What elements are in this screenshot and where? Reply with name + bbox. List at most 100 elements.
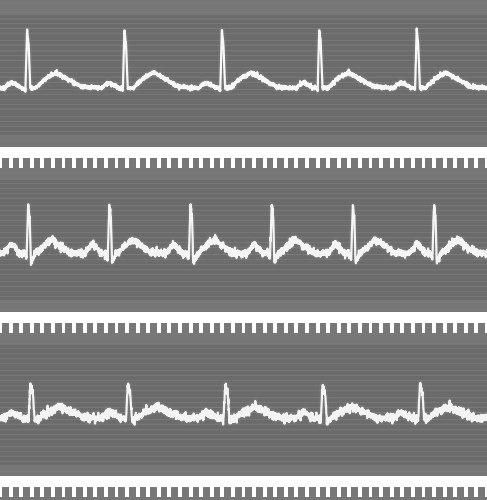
Bar bbox=[136, 158, 140, 168]
Bar bbox=[485, 486, 487, 496]
Bar bbox=[337, 323, 341, 333]
Bar bbox=[188, 323, 192, 333]
Bar bbox=[358, 158, 362, 168]
Bar bbox=[168, 323, 171, 333]
Bar bbox=[474, 486, 478, 496]
Bar bbox=[94, 158, 97, 168]
Bar bbox=[94, 486, 97, 496]
Bar bbox=[305, 323, 309, 333]
Bar bbox=[40, 323, 44, 333]
Bar bbox=[242, 486, 245, 496]
Bar bbox=[94, 323, 97, 333]
Bar bbox=[0, 147, 487, 158]
Bar bbox=[337, 486, 341, 496]
Bar bbox=[178, 486, 182, 496]
Bar bbox=[40, 158, 44, 168]
Bar bbox=[125, 158, 129, 168]
Bar bbox=[390, 158, 393, 168]
Bar bbox=[146, 486, 150, 496]
Bar bbox=[114, 323, 118, 333]
Bar bbox=[83, 486, 87, 496]
Bar bbox=[453, 323, 457, 333]
Bar bbox=[316, 486, 319, 496]
Bar bbox=[51, 158, 55, 168]
Bar bbox=[443, 323, 447, 333]
Bar bbox=[0, 323, 2, 333]
Bar bbox=[30, 486, 34, 496]
Bar bbox=[199, 158, 203, 168]
Bar bbox=[210, 486, 214, 496]
Bar bbox=[422, 486, 426, 496]
Bar bbox=[221, 158, 225, 168]
Bar bbox=[61, 158, 65, 168]
Bar bbox=[453, 486, 457, 496]
Bar bbox=[146, 158, 150, 168]
Bar bbox=[178, 158, 182, 168]
Bar bbox=[295, 158, 299, 168]
Bar bbox=[422, 158, 426, 168]
Bar bbox=[273, 323, 277, 333]
Bar bbox=[432, 486, 436, 496]
Bar bbox=[188, 486, 192, 496]
Bar bbox=[379, 323, 383, 333]
Bar bbox=[0, 476, 487, 486]
Bar bbox=[400, 323, 404, 333]
Bar bbox=[443, 158, 447, 168]
Bar bbox=[273, 158, 277, 168]
Bar bbox=[284, 158, 288, 168]
Bar bbox=[51, 486, 55, 496]
Bar bbox=[347, 486, 351, 496]
Bar bbox=[464, 158, 468, 168]
Bar bbox=[199, 323, 203, 333]
Bar bbox=[125, 486, 129, 496]
Bar bbox=[0, 312, 487, 323]
Bar bbox=[326, 158, 330, 168]
Bar bbox=[305, 158, 309, 168]
Bar bbox=[72, 158, 76, 168]
Bar bbox=[337, 158, 341, 168]
Bar bbox=[295, 486, 299, 496]
Bar bbox=[273, 486, 277, 496]
Bar bbox=[19, 323, 23, 333]
Bar bbox=[284, 486, 288, 496]
Bar bbox=[104, 486, 108, 496]
Bar bbox=[125, 323, 129, 333]
Bar bbox=[242, 158, 245, 168]
Bar bbox=[400, 486, 404, 496]
Bar bbox=[157, 323, 161, 333]
Bar bbox=[474, 323, 478, 333]
Bar bbox=[358, 486, 362, 496]
Bar bbox=[443, 486, 447, 496]
Bar bbox=[379, 486, 383, 496]
Bar bbox=[464, 323, 468, 333]
Bar bbox=[485, 323, 487, 333]
Bar bbox=[262, 323, 266, 333]
Bar bbox=[9, 486, 13, 496]
Bar bbox=[83, 158, 87, 168]
Bar bbox=[252, 158, 256, 168]
Bar bbox=[210, 158, 214, 168]
Bar bbox=[347, 158, 351, 168]
Bar bbox=[104, 323, 108, 333]
Bar bbox=[61, 323, 65, 333]
Bar bbox=[390, 486, 393, 496]
Bar bbox=[40, 486, 44, 496]
Bar bbox=[168, 158, 171, 168]
Bar bbox=[411, 486, 415, 496]
Bar bbox=[0, 158, 2, 168]
Bar bbox=[326, 486, 330, 496]
Bar bbox=[252, 486, 256, 496]
Bar bbox=[210, 323, 214, 333]
Bar bbox=[168, 486, 171, 496]
Bar bbox=[83, 323, 87, 333]
Bar bbox=[252, 323, 256, 333]
Bar bbox=[221, 323, 225, 333]
Bar bbox=[262, 486, 266, 496]
Bar bbox=[30, 323, 34, 333]
Bar bbox=[358, 323, 362, 333]
Bar bbox=[114, 486, 118, 496]
Bar bbox=[474, 158, 478, 168]
Bar bbox=[432, 323, 436, 333]
Bar bbox=[347, 323, 351, 333]
Bar bbox=[61, 486, 65, 496]
